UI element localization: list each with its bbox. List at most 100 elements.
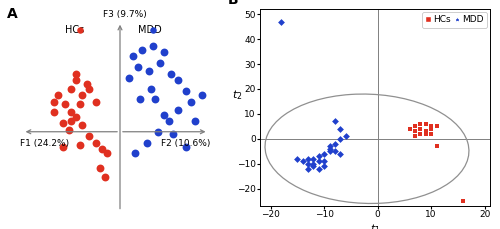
Y-axis label: $t_2$: $t_2$ [232, 88, 242, 102]
Point [310, 162, 318, 166]
Point [427, 125, 435, 128]
Point [422, 122, 430, 126]
Point [315, 154, 323, 158]
Point [102, 151, 110, 155]
Point [147, 87, 155, 90]
Point [68, 87, 76, 90]
Point [125, 76, 133, 80]
Point [160, 113, 168, 116]
Point [460, 199, 468, 203]
Legend: HCs, MDD: HCs, MDD [422, 12, 488, 28]
Point [294, 157, 302, 161]
Point [427, 127, 435, 131]
Point [169, 132, 177, 136]
Point [96, 166, 104, 170]
Point [416, 132, 424, 136]
Point [132, 151, 140, 155]
Point [406, 127, 414, 131]
Point [85, 134, 93, 138]
Point [342, 134, 349, 138]
Point [320, 152, 328, 155]
Point [310, 164, 318, 168]
X-axis label: $t_1$: $t_1$ [370, 222, 380, 229]
Point [304, 162, 312, 166]
Point [304, 157, 312, 161]
Point [331, 150, 339, 153]
Point [336, 137, 344, 141]
Point [134, 65, 141, 69]
Point [76, 29, 84, 32]
Point [411, 125, 419, 128]
Point [411, 129, 419, 133]
Point [72, 115, 80, 118]
Point [54, 93, 62, 97]
Point [50, 100, 58, 104]
Point [416, 122, 424, 126]
Text: F3 (9.7%): F3 (9.7%) [102, 10, 146, 19]
Point [315, 167, 323, 171]
Text: F1 (24.2%): F1 (24.2%) [20, 139, 70, 148]
Point [182, 145, 190, 149]
Point [310, 157, 318, 161]
Point [315, 159, 323, 163]
Text: HCs: HCs [64, 25, 84, 35]
Point [320, 159, 328, 163]
Point [130, 55, 138, 58]
Point [85, 87, 93, 90]
Point [326, 144, 334, 148]
Point [76, 143, 84, 147]
Point [98, 147, 106, 151]
Point [83, 82, 91, 86]
Point [72, 78, 80, 82]
Point [92, 141, 100, 144]
Point [152, 98, 160, 101]
Point [65, 128, 73, 131]
Point [278, 20, 285, 23]
Point [58, 145, 66, 149]
Point [326, 147, 334, 151]
Text: F2 (10.6%): F2 (10.6%) [162, 139, 210, 148]
Point [142, 141, 150, 144]
Point [432, 144, 440, 148]
Point [92, 100, 100, 104]
Point [160, 50, 168, 54]
Point [331, 120, 339, 123]
Point [149, 44, 157, 47]
Point [432, 125, 440, 128]
Point [422, 129, 430, 133]
Point [416, 127, 424, 131]
Point [336, 152, 344, 155]
Point [68, 119, 76, 123]
Point [299, 159, 307, 163]
Point [100, 175, 108, 179]
Point [50, 111, 58, 114]
Point [331, 142, 339, 146]
Text: B: B [228, 0, 238, 7]
Point [191, 119, 199, 123]
Point [68, 111, 76, 114]
Point [164, 119, 172, 123]
Point [187, 100, 195, 104]
Point [422, 132, 430, 136]
Text: A: A [7, 7, 18, 21]
Point [304, 167, 312, 171]
Point [149, 29, 157, 32]
Point [136, 98, 144, 101]
Point [336, 127, 344, 131]
Point [145, 70, 153, 73]
Point [58, 121, 66, 125]
Point [174, 78, 182, 82]
Point [326, 150, 334, 153]
Point [138, 48, 146, 52]
Point [76, 102, 84, 106]
Point [78, 123, 86, 127]
Point [427, 132, 435, 136]
Point [182, 89, 190, 93]
Point [174, 108, 182, 112]
Text: MDD: MDD [138, 25, 162, 35]
Point [320, 164, 328, 168]
Point [78, 93, 86, 97]
Point [411, 134, 419, 138]
Point [72, 72, 80, 75]
Point [167, 72, 175, 75]
